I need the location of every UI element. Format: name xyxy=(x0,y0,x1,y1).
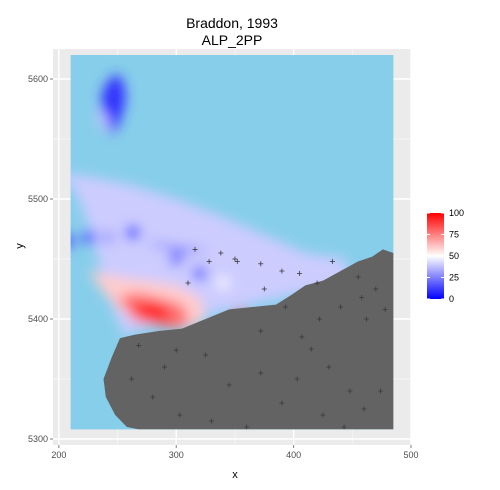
surface-region xyxy=(131,302,171,322)
legend-tick-label: 100 xyxy=(449,208,464,218)
legend-tick-label: 50 xyxy=(449,251,459,261)
site-marker xyxy=(258,261,264,267)
x-tick-label: 500 xyxy=(403,450,418,460)
surface-point xyxy=(125,225,140,240)
x-axis: 200 300 400 500 xyxy=(51,445,419,460)
site-marker xyxy=(185,280,191,286)
x-tick-label: 400 xyxy=(286,450,301,460)
site-marker xyxy=(308,346,314,352)
chart-subtitle: ALP_2PP xyxy=(202,32,263,48)
site-marker xyxy=(341,424,347,430)
surface-point xyxy=(70,234,75,248)
color-legend: 0 25 50 75 100 xyxy=(427,208,464,304)
y-axis: 5300 5400 5500 5600 xyxy=(28,74,53,444)
site-marker xyxy=(361,406,367,412)
chart-title: Braddon, 1993 xyxy=(186,15,278,31)
x-axis-label: x xyxy=(232,469,238,481)
y-tick-label: 5500 xyxy=(28,194,48,204)
surface-point xyxy=(192,266,207,281)
legend-colorbar xyxy=(427,213,444,299)
y-tick-label: 5600 xyxy=(28,74,48,84)
site-marker xyxy=(314,280,320,286)
surface-region xyxy=(96,107,111,132)
surface-point xyxy=(169,252,184,266)
site-marker xyxy=(244,424,250,430)
x-tick-label: 200 xyxy=(51,450,66,460)
y-tick-label: 5300 xyxy=(28,434,48,444)
site-marker xyxy=(355,274,361,280)
surface-blend xyxy=(70,73,347,335)
y-tick-label: 5400 xyxy=(28,314,48,324)
site-marker xyxy=(347,388,353,394)
site-marker xyxy=(326,364,332,370)
site-marker xyxy=(192,246,198,252)
site-marker xyxy=(261,286,267,292)
site-marker xyxy=(203,352,209,358)
estimated-surface xyxy=(70,73,347,335)
site-marker xyxy=(226,382,232,388)
site-marker xyxy=(279,268,285,274)
site-marker xyxy=(359,294,365,300)
site-marker xyxy=(377,388,383,394)
surface-point xyxy=(101,230,116,245)
site-marker xyxy=(363,316,369,322)
site-marker xyxy=(206,258,212,264)
y-axis-label: y xyxy=(14,243,26,249)
surface-point xyxy=(216,276,231,290)
site-marker xyxy=(329,258,335,264)
site-marker xyxy=(316,316,322,322)
site-marker xyxy=(162,364,168,370)
site-marker xyxy=(282,304,288,310)
island-polygon xyxy=(123,407,132,418)
surface-point xyxy=(82,230,97,245)
legend-tick-label: 25 xyxy=(449,273,459,283)
site-marker xyxy=(150,394,156,400)
site-marker xyxy=(279,400,285,406)
land-polygon xyxy=(103,249,394,430)
site-marker xyxy=(136,342,142,348)
site-marker xyxy=(294,376,300,382)
site-marker xyxy=(218,250,224,256)
site-markers xyxy=(129,246,388,430)
site-marker xyxy=(382,306,388,312)
legend-tick-label: 75 xyxy=(449,230,459,240)
site-marker xyxy=(320,412,326,418)
site-marker xyxy=(129,376,135,382)
site-marker xyxy=(232,256,238,262)
site-marker xyxy=(296,270,302,276)
x-tick-label: 300 xyxy=(169,450,184,460)
site-marker xyxy=(208,418,214,424)
site-marker xyxy=(299,334,305,340)
site-marker xyxy=(177,412,183,418)
site-marker xyxy=(338,304,344,310)
site-marker xyxy=(234,258,240,264)
landmass xyxy=(103,249,394,430)
legend-tick-label: 0 xyxy=(449,294,454,304)
site-marker xyxy=(373,286,379,292)
site-marker xyxy=(173,347,179,353)
site-marker xyxy=(258,370,264,376)
site-marker xyxy=(258,328,264,334)
